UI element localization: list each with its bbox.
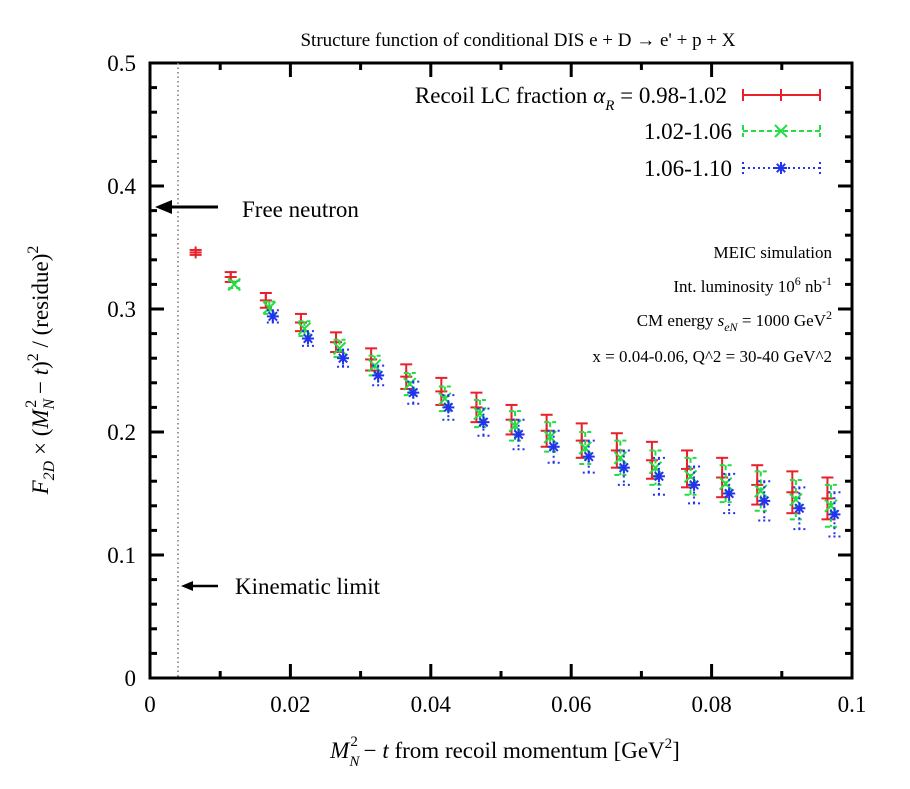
series-star: [266, 309, 841, 538]
cross-marker: [227, 277, 241, 292]
cross-marker: [789, 492, 803, 507]
star-marker: [759, 495, 770, 506]
kinematic-limit-arrow: [181, 581, 218, 591]
star-marker: [689, 479, 699, 490]
x-tick-label: 0.06: [551, 692, 591, 717]
cross-marker: [774, 124, 788, 138]
star-marker: [618, 462, 629, 473]
star-marker: [478, 417, 489, 428]
cross-marker: [403, 377, 417, 391]
cross-marker: [297, 321, 312, 336]
cross-marker: [578, 441, 592, 455]
star-marker: [829, 509, 840, 520]
y-tick-label: 0.3: [107, 297, 136, 322]
x-tick-label: 0: [144, 692, 156, 717]
cross-marker: [824, 499, 838, 513]
chart-title: Structure function of conditional DIS e …: [300, 30, 735, 51]
legend-label: 1.06-1.10: [644, 156, 732, 181]
star-marker: [408, 387, 419, 398]
x-tick-label: 0.04: [411, 692, 452, 717]
y-tick-label: 0.5: [107, 51, 136, 76]
info-line: MEIC simulation: [713, 243, 832, 262]
info-line: CM energy seN = 1000 GeV2: [637, 308, 832, 334]
star-marker: [548, 441, 559, 452]
y-axis-label: F2D × (MN2 − t)2 / (residue)2: [23, 246, 58, 496]
cross-marker: [332, 341, 347, 356]
star-marker: [338, 353, 348, 364]
cross-marker: [262, 301, 277, 315]
star-marker: [724, 488, 735, 499]
kinematic-limit-label: Kinematic limit: [235, 574, 381, 599]
x-tick-label: 0.02: [270, 692, 310, 717]
legend-label: Recoil LC fraction αR = 0.98-1.02: [415, 83, 727, 114]
y-tick-label: 0.1: [107, 543, 136, 568]
cross-marker: [367, 358, 382, 373]
star-marker: [267, 311, 278, 322]
cross-marker: [543, 430, 557, 444]
star-marker: [443, 402, 454, 413]
y-tick-label: 0: [125, 666, 137, 691]
info-line-kinematics: x = 0.04-0.06, Q^2 = 30-40 GeV^2: [592, 347, 832, 366]
star-marker: [794, 503, 805, 514]
star-marker: [776, 163, 786, 173]
star-marker: [373, 370, 384, 381]
star-marker: [303, 333, 313, 344]
info-line: Int. luminosity 106 nb-1: [673, 274, 832, 296]
free-neutron-label: Free neutron: [242, 197, 359, 222]
x-axis-label: MN2 − t from recoil momentum [GeV2]: [329, 734, 680, 770]
free-neutron-arrow: [155, 200, 218, 214]
star-marker: [654, 471, 664, 482]
star-marker: [583, 451, 594, 462]
y-tick-label: 0.2: [107, 420, 136, 445]
star-marker: [513, 429, 524, 440]
legend-label: 1.02-1.06: [644, 119, 732, 144]
x-tick-label: 0.08: [691, 692, 731, 717]
x-tick-label: 0.1: [838, 692, 867, 717]
y-tick-label: 0.4: [107, 174, 136, 199]
cross-marker: [508, 419, 522, 433]
cross-marker: [613, 451, 628, 465]
